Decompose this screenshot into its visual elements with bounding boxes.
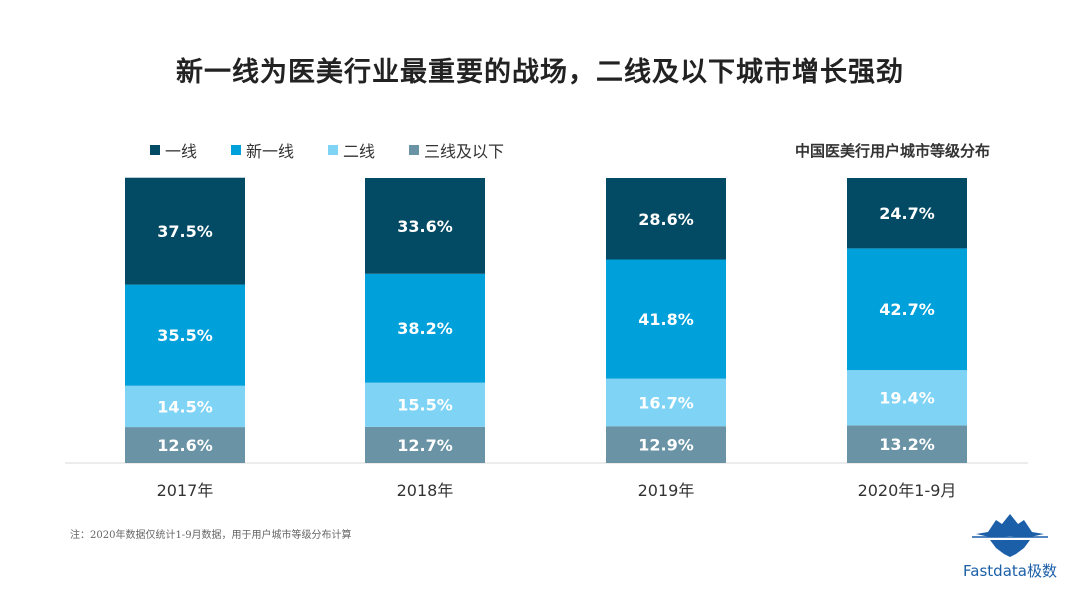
data-label-tier2: 19.4% bbox=[879, 389, 935, 408]
bar-segment-tier1 bbox=[606, 178, 726, 260]
legend-swatch-tier3-below bbox=[409, 145, 420, 155]
bar-segment-tier1 bbox=[125, 177, 245, 285]
data-label-tier1: 37.5% bbox=[157, 222, 213, 241]
bar-segment-tier2 bbox=[606, 378, 726, 427]
bar-segment-tier1 bbox=[847, 178, 967, 249]
data-label-tier3-below: 12.6% bbox=[157, 436, 213, 455]
data-label-tier2: 14.5% bbox=[157, 397, 213, 416]
bar-segment-tier2 bbox=[847, 370, 967, 426]
data-label-tier3-below: 13.2% bbox=[879, 435, 935, 454]
data-label-tier1: 33.6% bbox=[397, 217, 453, 236]
bar-segment-tier1 bbox=[365, 178, 485, 274]
data-label-new-tier1: 42.7% bbox=[879, 300, 935, 319]
brand-logo: Fastdata极数 bbox=[950, 510, 1070, 580]
legend-label-tier1: 一线 bbox=[165, 142, 198, 161]
legend-label-tier2: 二线 bbox=[343, 142, 376, 161]
chart-subtitle: 中国医美行用户城市等级分布 bbox=[794, 142, 990, 160]
bar-segment-new-tier1 bbox=[365, 273, 485, 383]
legend-item-tier3-below: 三线及以下 bbox=[409, 138, 504, 162]
data-label-tier1: 24.7% bbox=[879, 204, 935, 223]
chart-legend: 一线 新一线 二线 三线及以下 bbox=[150, 138, 538, 162]
data-label-tier3-below: 12.7% bbox=[397, 436, 453, 455]
bar-segment-tier2 bbox=[365, 382, 485, 427]
x-tick-label: 2017年 bbox=[157, 481, 214, 500]
data-label-new-tier1: 38.2% bbox=[397, 319, 453, 338]
legend-label-new-tier1: 新一线 bbox=[246, 142, 295, 161]
data-label-tier1: 28.6% bbox=[638, 210, 694, 229]
data-label-tier2: 15.5% bbox=[397, 396, 453, 415]
data-label-tier3-below: 12.9% bbox=[638, 436, 694, 455]
legend-item-tier1: 一线 bbox=[150, 138, 197, 162]
x-tick-label: 2020年1-9月 bbox=[858, 481, 957, 500]
x-tick-label: 2018年 bbox=[397, 481, 454, 500]
data-label-tier2: 16.7% bbox=[638, 393, 694, 412]
legend-item-new-tier1: 新一线 bbox=[231, 138, 294, 162]
legend-swatch-tier2 bbox=[328, 145, 339, 155]
legend-item-tier2: 二线 bbox=[328, 138, 375, 162]
data-label-new-tier1: 35.5% bbox=[157, 326, 213, 345]
legend-label-tier3-below: 三线及以下 bbox=[424, 142, 505, 161]
bar-segment-new-tier1 bbox=[125, 284, 245, 386]
bar-segment-tier3-below bbox=[365, 426, 485, 463]
footnote: 注：2020年数据仅统计1-9月数据，用于用户城市等级分布计算 bbox=[70, 530, 352, 541]
bar-segment-tier3-below bbox=[847, 425, 967, 463]
legend-swatch-tier1 bbox=[150, 145, 160, 155]
legend-swatch-new-tier1 bbox=[231, 145, 242, 155]
logo-text: Fastdata极数 bbox=[963, 562, 1057, 580]
bar-segment-tier3-below bbox=[125, 427, 245, 463]
bar-segment-tier2 bbox=[125, 385, 245, 428]
data-label-new-tier1: 41.8% bbox=[638, 310, 694, 329]
bar-segment-new-tier1 bbox=[606, 259, 726, 379]
iceberg-logo-icon bbox=[972, 514, 1048, 557]
bar-segment-new-tier1 bbox=[847, 248, 967, 371]
page-title: 新一线为医美行业最重要的战场，二线及以下城市增长强劲 bbox=[176, 57, 904, 88]
bar-segment-tier3-below bbox=[606, 426, 726, 463]
x-tick-label: 2019年 bbox=[638, 481, 695, 500]
